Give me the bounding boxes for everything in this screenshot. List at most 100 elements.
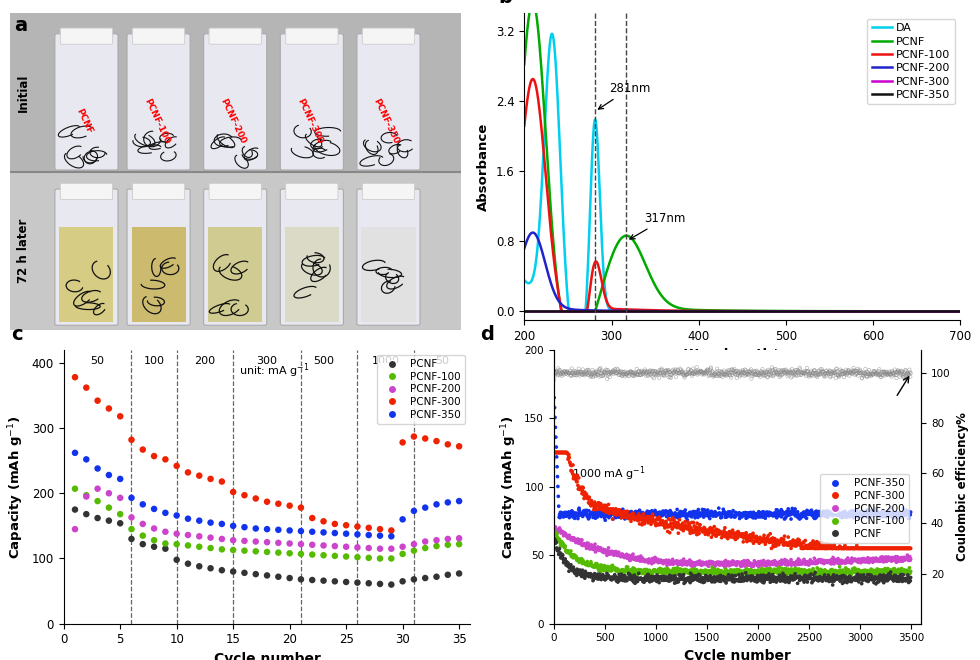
PCNF-300: [643, 512, 659, 522]
PCNF-350: [598, 515, 613, 525]
PCNF: [772, 575, 788, 585]
PCNF-200: [776, 558, 792, 568]
PCNF-200: [848, 554, 863, 565]
Point: [717, 369, 733, 380]
PCNF-200: [567, 535, 583, 546]
PCNF-200: [889, 556, 905, 567]
PCNF-350: [900, 509, 915, 519]
PCNF-350: [862, 511, 878, 521]
PCNF-350: [564, 506, 580, 517]
PCNF: [726, 575, 742, 585]
PCNF-300: [760, 535, 775, 546]
PCNF-200: [755, 557, 770, 568]
Point: [734, 370, 750, 380]
Point: [716, 365, 732, 376]
PCNF-350: [858, 506, 874, 517]
PCNF-300: [759, 537, 774, 547]
Point: [625, 370, 641, 381]
PCNF: [891, 572, 907, 582]
PCNF-300: [180, 467, 196, 478]
PCNF-100: [802, 565, 817, 576]
PCNF-100: [633, 568, 649, 578]
PCNF-350: [655, 509, 670, 519]
PCNF-350: [616, 507, 632, 517]
Point: [856, 371, 871, 381]
PCNF-350: [863, 506, 879, 516]
PCNF-100: [726, 565, 742, 576]
Point: [605, 366, 620, 377]
PCNF-300: [889, 543, 905, 554]
PCNF-300: [799, 542, 814, 552]
Point: [680, 368, 696, 379]
Point: [603, 368, 618, 378]
PCNF-100: [860, 570, 876, 580]
PCNF-350: [598, 510, 613, 521]
PCNF: [749, 577, 764, 587]
PCNF-200: [782, 558, 798, 568]
PCNF-300: [611, 504, 626, 515]
PCNF: [735, 572, 751, 582]
PCNF-300: [750, 535, 765, 545]
PCNF-300: [799, 543, 814, 553]
PCNF-350: [567, 511, 583, 521]
PCNF-350: [785, 506, 801, 516]
PCNF-100: [805, 569, 820, 579]
Point: [764, 362, 780, 373]
PCNF-350: [871, 508, 887, 518]
PCNF: [596, 574, 612, 584]
PCNF-100: [654, 564, 669, 575]
PCNF-200: [764, 556, 780, 567]
PCNF-200: [632, 552, 648, 563]
PCNF-200: [741, 560, 757, 570]
PCNF-300: [862, 543, 878, 554]
PCNF: [718, 575, 734, 585]
PCNF: [739, 571, 755, 581]
PCNF-350: [877, 508, 893, 518]
Point: [886, 370, 902, 380]
PCNF-200: [849, 556, 864, 566]
PCNF-100: [596, 562, 612, 573]
Point: [770, 368, 786, 379]
PCNF: [868, 572, 884, 583]
PCNF-100: [776, 564, 792, 575]
PCNF-100: [684, 565, 700, 576]
PCNF-200: [900, 554, 915, 564]
Point: [583, 370, 599, 380]
PCNF-200: [626, 553, 642, 564]
PCNF: [327, 576, 343, 587]
PCNF-100: [746, 567, 761, 578]
PCNF-350: [866, 510, 882, 520]
PCNF-100: [113, 509, 128, 519]
PCNF-200: [799, 559, 814, 570]
PCNF-300: [875, 543, 891, 554]
PCNF-300: [625, 508, 641, 519]
PCNF-300: [611, 508, 626, 518]
PCNF-300: [586, 498, 602, 509]
DA: [518, 276, 530, 284]
PCNF-300: [725, 525, 741, 535]
PCNF-350: [721, 507, 737, 517]
PCNF-350: [837, 506, 853, 517]
PCNF: [615, 576, 631, 586]
PCNF-200: [694, 560, 710, 570]
PCNF-200: [661, 556, 676, 567]
PCNF-100: [180, 540, 196, 550]
Point: [633, 366, 649, 376]
PCNF: [820, 570, 836, 581]
PCNF-200: [621, 550, 637, 561]
PCNF-350: [839, 509, 855, 519]
PCNF-350: [772, 509, 788, 519]
PCNF-350: [585, 512, 601, 523]
PCNF-100: [777, 566, 793, 576]
PCNF-100: [859, 566, 875, 577]
PCNF: [834, 571, 850, 581]
PCNF-300: [743, 535, 759, 546]
PCNF-300: [666, 519, 682, 529]
PCNF-350: [836, 508, 852, 518]
PCNF: [562, 562, 577, 572]
PCNF: [877, 573, 893, 583]
PCNF-100: [735, 568, 751, 579]
Point: [708, 368, 723, 379]
PCNF: [717, 572, 733, 583]
PCNF-300: [740, 531, 756, 541]
